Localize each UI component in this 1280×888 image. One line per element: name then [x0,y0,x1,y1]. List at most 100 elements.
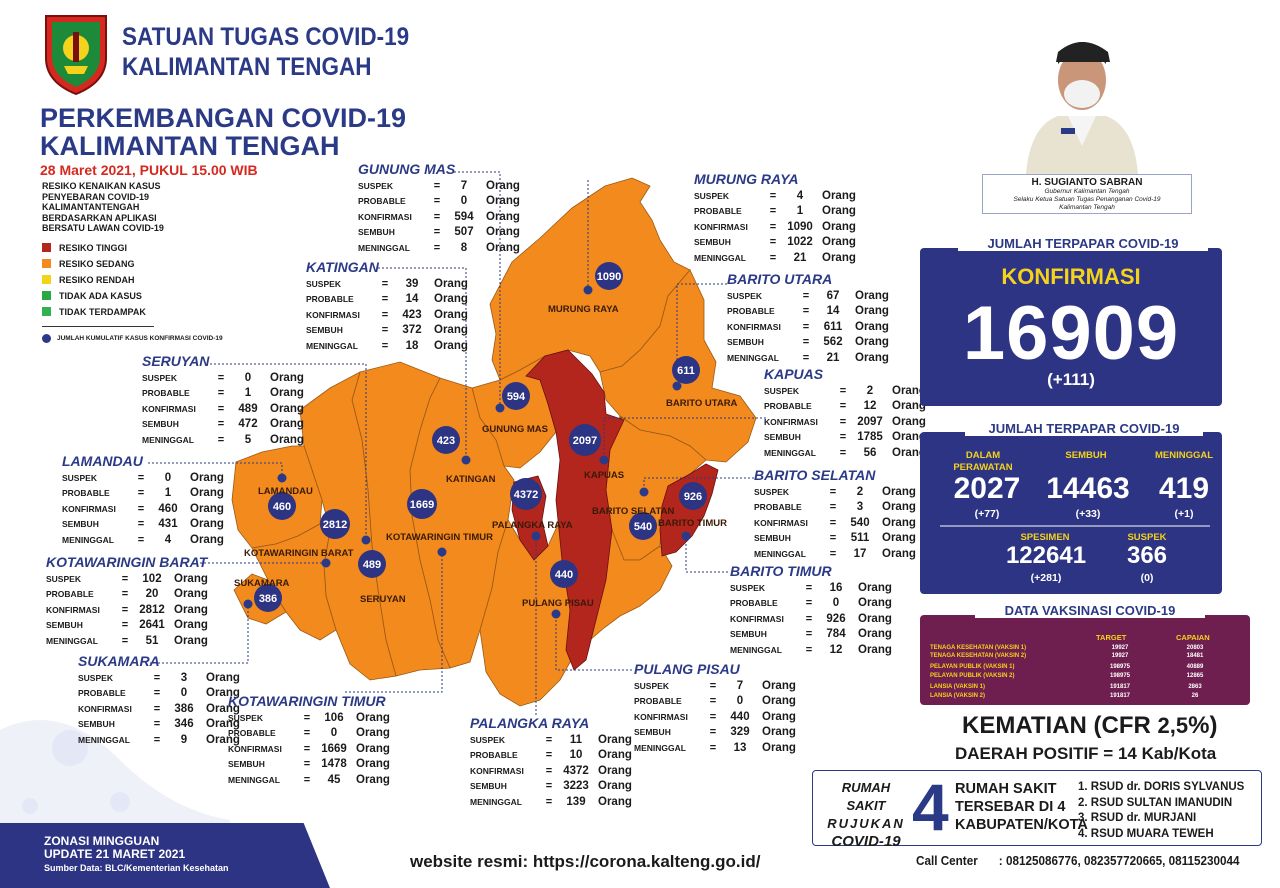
zonasi-title: ZONASI MINGGUAN UPDATE 21 MARET 2021 [44,835,185,861]
row-label: KONFIRMASI [46,604,100,615]
row-eq: = [153,702,161,715]
region-row-konfirmasi: KONFIRMASI = 460 Orang [62,501,224,517]
row-value: 4 [796,189,804,202]
row-value: 507 [454,226,474,239]
row-unit: Orang [822,189,856,202]
region-box-barito-selatan: BARITO SELATAN SUSPEK = 2 Orang PROBABLE = 3 O… [754,468,916,562]
row-label: PROBABLE [764,401,812,412]
vaksin-row-capaian: 12865 [1186,673,1204,679]
region-row-konfirmasi: KONFIRMASI = 2812 Orang [46,602,208,618]
website-link[interactable]: website resmi: https://corona.kalteng.go… [410,852,761,871]
vaksin-row-target: 19927 [1111,645,1129,651]
row-eq: = [545,733,553,746]
row-label: PROBABLE [694,206,742,217]
region-row-meninggal: MENINGGAL = 4 Orang [62,532,224,548]
row-label: SUSPEK [694,190,729,201]
row-value: 56 [863,446,877,459]
row-label: MENINGGAL [694,252,746,263]
row-label: SEMBUH [358,227,395,238]
row-unit: Orang [486,179,520,192]
row-value: 14 [405,293,419,306]
row-label: KONFIRMASI [754,517,808,528]
region-row-meninggal: MENINGGAL = 9 Orang [78,732,240,748]
region-row-meninggal: MENINGGAL = 8 Orang [358,240,520,256]
row-eq: = [433,179,441,192]
row-eq: = [153,718,161,731]
call-center-numbers: : 08125086776, 082357720665, 08115230044 [998,853,1240,868]
row-value: 1 [796,205,804,218]
region-box-kotawaringin-timur: KOTAWARINGIN TIMUR SUSPEK = 106 Orang PROBA… [228,694,390,788]
row-eq: = [137,518,145,531]
positif-value: 14 [1117,744,1137,763]
region-row-probable: PROBABLE = 14 Orang [727,304,889,320]
row-label: SEMBUH [46,620,83,631]
row-eq: = [433,226,441,239]
header-line-2: KALIMANTAN TENGAH [122,53,372,81]
row-value: 7 [736,679,744,692]
location-dot-gunung-mas [495,403,505,413]
count-text-kotawaringin-timur: 1669 [410,499,434,511]
row-label: MENINGGAL [754,548,806,559]
legend-label: RESIKO TINGGI [59,242,128,253]
region-title: LAMANDAU [62,453,143,469]
row-unit: Orang [822,205,856,218]
row-label: PROBABLE [754,502,802,513]
row-eq: = [137,502,145,515]
vaksin-capaian-header: CAPAIAN [1176,633,1210,642]
governor-title: Kalimantan Tengah [1059,204,1115,211]
region-row-suspek: SUSPEK = 102 Orang [46,571,208,587]
map-label-sukamara: SUKAMARA [234,578,290,589]
count-text-murung-raya: 1090 [597,271,621,283]
main-title-line-2: KALIMANTAN TENGAH [40,131,340,161]
rs-list-item: 1. RSUD dr. DORIS SYLVANUS [1078,781,1245,793]
row-eq: = [381,339,389,352]
row-label: PROBABLE [46,589,94,600]
row-value: 4372 [563,764,589,777]
row-eq: = [137,471,145,484]
governor-title: Selaku Ketua Satuan Tugas Penanganan Cov… [1013,196,1161,203]
region-title: KOTAWARINGIN TIMUR [228,693,386,709]
location-dot-kapuas [599,455,609,465]
row-eq: = [829,532,837,545]
map-label-seruyan: SERUYAN [360,594,406,605]
row-value: 8 [460,241,468,254]
region-row-sembuh: SEMBUH = 3223 Orang [470,779,632,795]
row-value: 18 [405,339,419,352]
row-unit: Orang [882,532,916,545]
map-label-gunung-mas: GUNUNG MAS [482,424,548,435]
rs-desc-line: KABUPATEN/KOTA [955,817,1088,833]
row-label: MENINGGAL [470,796,522,807]
row-value: 20 [145,588,159,601]
kalteng-emblem-logo [45,15,107,96]
row-eq: = [802,320,810,333]
row-eq: = [153,687,161,700]
row-unit: Orang [356,727,390,740]
row-unit: Orang [206,687,240,700]
row-label: SEMBUH [694,237,731,248]
region-box-kotawaringin-barat: KOTAWARINGIN BARAT SUSPEK = 102 Orang PROBA… [46,555,208,649]
region-row-sembuh: SEMBUH = 431 Orang [62,517,224,533]
row-value: 3 [856,501,864,514]
row-label: PROBABLE [78,688,126,699]
region-row-sembuh: SEMBUH = 472 Orang [142,417,304,433]
legend-swatch [42,259,51,268]
row-eq: = [121,619,129,632]
region-row-sembuh: SEMBUH = 562 Orang [727,335,889,351]
region-row-probable: PROBABLE = 1 Orang [142,386,304,402]
count-bubble-gunung-mas [502,382,530,410]
rs-desc-line: TERSEBAR DI 4 [955,799,1066,815]
count-text-sukamara: 386 [259,593,277,605]
map-region-orange-coast [589,528,673,642]
row-label: SUSPEK [306,278,341,289]
region-row-probable: PROBABLE = 10 Orang [470,748,632,764]
row-value: 16 [829,581,843,594]
row-unit: Orang [892,384,926,397]
region-title: BARITO SELATAN [754,467,876,483]
row-value: 926 [826,612,846,625]
row-label: KONFIRMASI [306,309,360,320]
row-value: 11 [569,733,583,746]
row-value: 329 [730,726,750,739]
region-row-meninggal: MENINGGAL = 13 Orang [634,740,796,756]
region-row-probable: PROBABLE = 12 Orang [764,399,926,415]
row-unit: Orang [486,210,520,223]
